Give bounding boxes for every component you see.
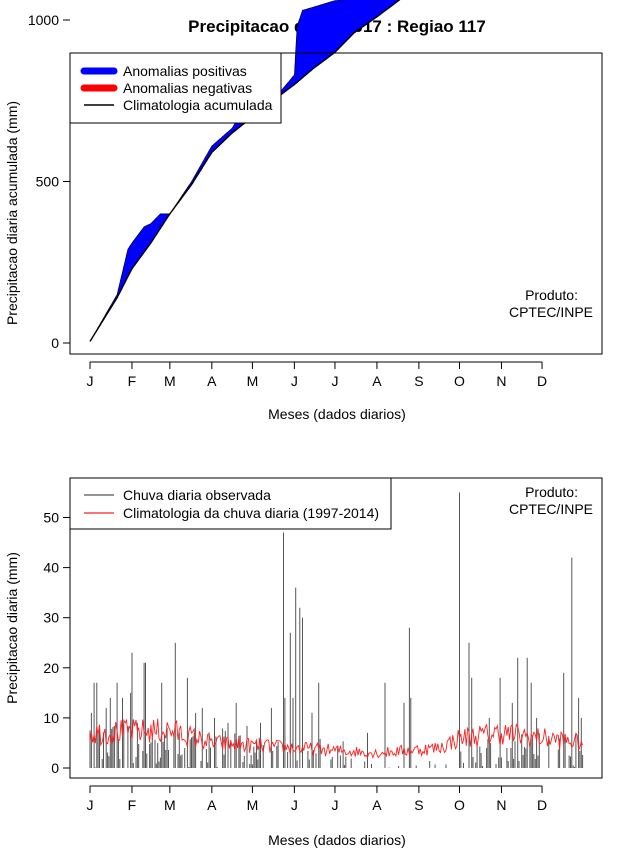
x-tick-label: S: [414, 373, 423, 389]
x-tick-label: J: [291, 797, 298, 813]
x-axis-label: Meses (dados diarios): [268, 832, 406, 848]
x-tick-label: D: [537, 797, 547, 813]
legend: Chuva diaria observada Climatologia da c…: [69, 477, 392, 530]
x-tick-label: M: [247, 373, 259, 389]
observed-bars: [89, 492, 584, 768]
climatology-daily-line: [89, 718, 584, 760]
legend: Anomalias positivas Anomalias negativas …: [69, 52, 282, 124]
x-tick-label: F: [128, 797, 137, 813]
legend-label-observed: Chuva diaria observada: [123, 487, 271, 503]
climatology-line-group: [89, 0, 401, 342]
x-tick-label: J: [87, 373, 94, 389]
x-tick-label: S: [414, 797, 423, 813]
x-tick-label: N: [496, 797, 506, 813]
y-tick-label: 0: [51, 760, 59, 776]
y-tick-label: 30: [43, 610, 59, 626]
plot-frame: [69, 52, 603, 355]
y-axis: 0 10 20 30 40 50: [43, 510, 70, 776]
legend-label-climatology: Climatologia acumulada: [123, 97, 273, 113]
x-tick-label: A: [372, 797, 382, 813]
x-tick-label: J: [87, 797, 94, 813]
x-tick-label: O: [454, 797, 465, 813]
y-tick-label: 50: [43, 510, 59, 526]
y-tick-label: 40: [43, 560, 59, 576]
daily-chart: 0 10 20 30 40 50 J F M A M J J A S O N D Meses (dados di…: [4, 477, 603, 848]
legend-label-climatology-daily: Climatologia da chuva diaria (1997-2014): [123, 505, 379, 521]
legend-label-positive: Anomalias positivas: [123, 63, 247, 79]
x-tick-label: J: [291, 373, 298, 389]
x-tick-label: D: [537, 373, 547, 389]
x-tick-label: A: [207, 797, 217, 813]
y-tick-label: 500: [36, 174, 60, 190]
x-tick-label: N: [496, 373, 506, 389]
x-tick-label: A: [207, 373, 217, 389]
x-tick-label: F: [128, 373, 137, 389]
climatology-line: [89, 0, 401, 342]
product-source: CPTEC/INPE: [509, 304, 593, 320]
y-tick-label: 1000: [28, 12, 59, 28]
climatology-daily-line-group: [89, 718, 584, 760]
x-tick-label: M: [164, 797, 176, 813]
x-tick-label: O: [454, 373, 465, 389]
y-tick-label: 20: [43, 660, 59, 676]
y-axis-label: Precipitacao diaria (mm): [4, 552, 20, 704]
x-axis-label: Meses (dados diarios): [268, 406, 406, 422]
y-tick-label: 10: [43, 710, 59, 726]
y-tick-label: 0: [51, 335, 59, 351]
x-tick-label: J: [331, 373, 338, 389]
y-axis: 050010001500: [28, 12, 70, 351]
positive-anomaly-area: [89, 0, 400, 342]
product-label: Produto:: [525, 484, 578, 500]
x-tick-label: M: [164, 373, 176, 389]
x-tick-label: M: [247, 797, 259, 813]
product-label: Produto:: [525, 287, 578, 303]
legend-box: [69, 477, 392, 530]
x-tick-label: A: [372, 373, 382, 389]
product-source: CPTEC/INPE: [509, 501, 593, 517]
legend-label-negative: Anomalias negativas: [123, 80, 252, 96]
x-tick-label: J: [331, 797, 338, 813]
y-axis-label: Precipitacao diaria acumulada (mm): [4, 101, 20, 325]
